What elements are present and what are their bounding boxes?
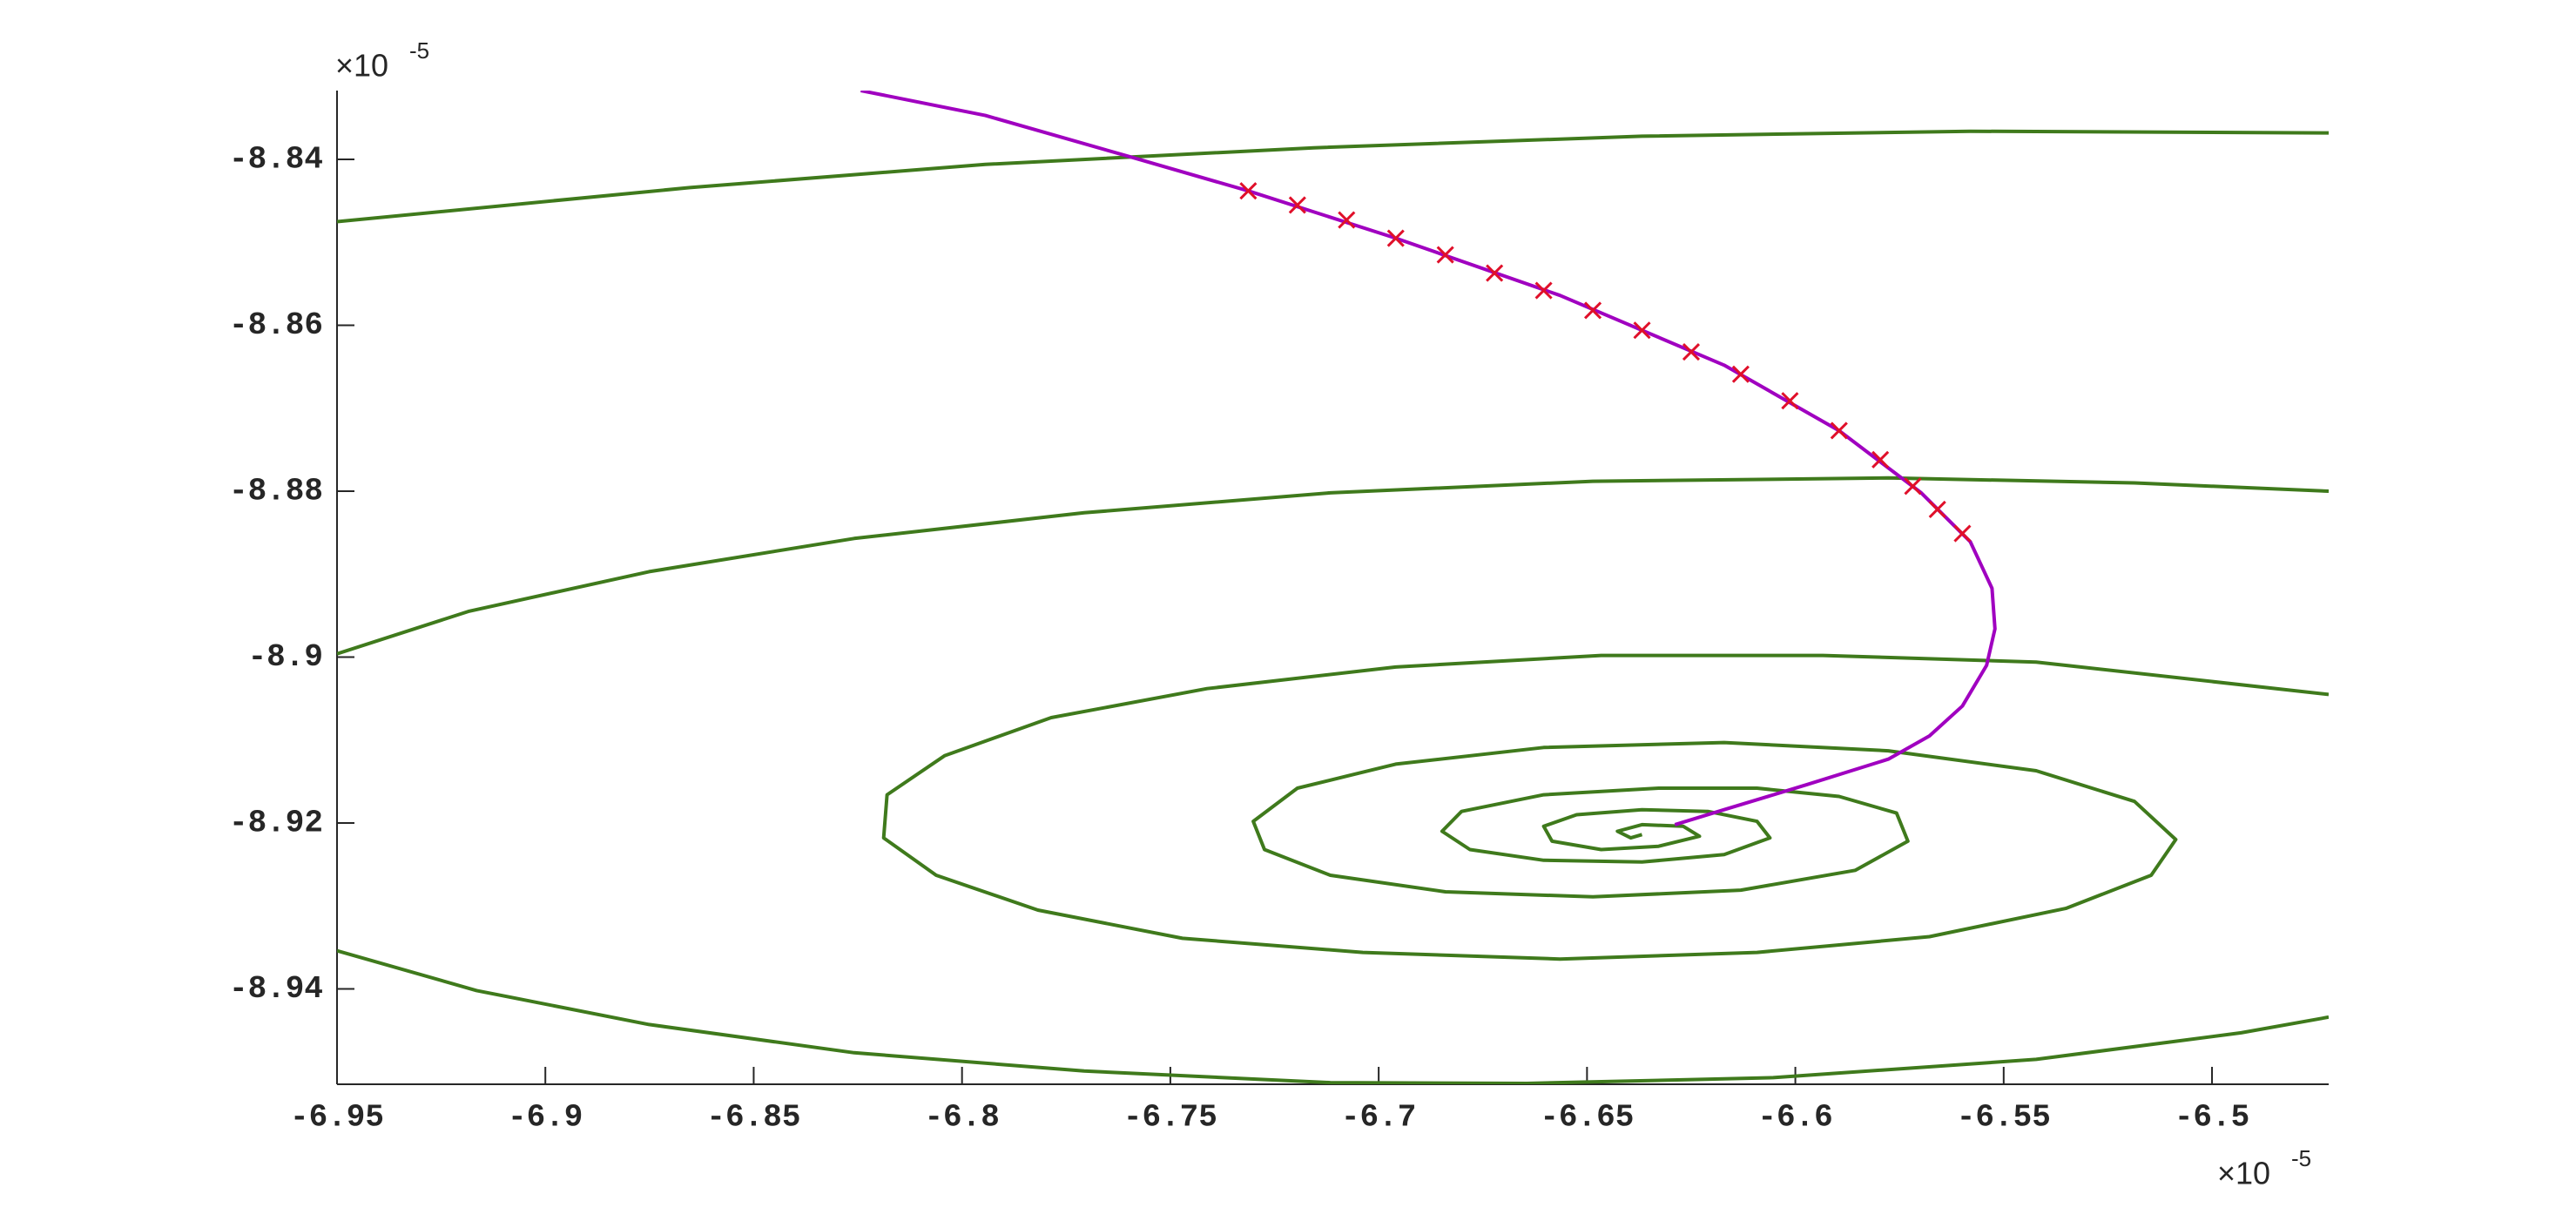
data-marker — [1871, 450, 1890, 469]
data-marker — [1928, 500, 1946, 519]
data-marker — [1436, 246, 1454, 264]
y-tick-label: -8.88 — [229, 474, 323, 509]
data-marker — [1953, 524, 1972, 543]
data-marker — [1338, 211, 1356, 229]
x-tick-label: -6.95 — [290, 1100, 384, 1136]
data-marker — [1239, 182, 1258, 200]
data-marker — [1682, 342, 1701, 361]
y-tick-label: -8.94 — [229, 971, 323, 1007]
multiplier-exponent: -5 — [409, 37, 429, 64]
x-tick-label: -6.9 — [508, 1100, 583, 1136]
x-tick-label: -6.6 — [1757, 1100, 1832, 1136]
data-marker — [1904, 477, 1922, 496]
data-marker — [1288, 196, 1306, 214]
data-marker — [1781, 392, 1799, 410]
x-tick-label: -6.65 — [1540, 1100, 1634, 1136]
data-marker — [1830, 422, 1848, 440]
y-tick-label: -8.9 — [248, 639, 323, 675]
data-marker — [1583, 301, 1602, 320]
data-marker — [1534, 281, 1553, 300]
x-tick-label: -6.55 — [1957, 1100, 2051, 1136]
data-line — [337, 129, 2329, 1084]
data-line — [860, 91, 1997, 826]
x-tick-label: -6.7 — [1341, 1100, 1416, 1136]
y-tick-label: -8.86 — [229, 307, 323, 343]
y-tick-label: -8.84 — [229, 142, 323, 178]
y-multiplier: ×10 -5 — [335, 37, 429, 84]
data-marker — [1633, 321, 1651, 340]
multiplier-exponent: -5 — [2291, 1145, 2311, 1171]
data-marker — [1731, 365, 1750, 383]
x-multiplier: ×10 -5 — [2217, 1145, 2311, 1191]
x-tick-label: -6.5 — [2175, 1100, 2249, 1136]
x-tick-label: -6.85 — [706, 1100, 800, 1136]
x-tick-label: -6.75 — [1123, 1100, 1217, 1136]
plot-area — [337, 91, 2329, 1084]
multiplier-base: ×10 — [335, 48, 388, 84]
data-marker — [1386, 229, 1405, 247]
data-marker — [1486, 264, 1504, 282]
multiplier-base: ×10 — [2217, 1156, 2270, 1191]
x-tick-label: -6.8 — [924, 1100, 999, 1136]
y-tick-label: -8.92 — [229, 806, 323, 841]
